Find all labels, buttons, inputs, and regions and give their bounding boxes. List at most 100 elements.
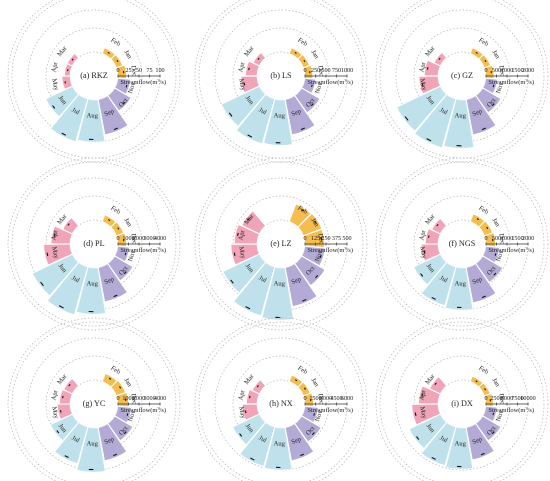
grid-ring (7, 0, 181, 163)
month-label: Sep (103, 108, 115, 119)
month-label: Nov (495, 81, 505, 95)
month-label: Dec (316, 65, 324, 77)
bar-aug (264, 426, 293, 471)
month-label: Jul (438, 435, 448, 445)
bar-jan (110, 380, 126, 396)
bar-nov (482, 246, 500, 263)
tick-label: 2000 (522, 67, 534, 74)
center-hole (70, 380, 118, 428)
error-tick (237, 232, 239, 237)
tick-label: 100 (155, 67, 164, 74)
grid-ring (379, 321, 545, 481)
tick-label: 25 (125, 67, 131, 74)
month-label: Nov (314, 409, 324, 423)
error-tick (228, 112, 233, 117)
error-tick (421, 393, 424, 397)
error-tick (300, 127, 305, 131)
grid-ring (375, 0, 549, 163)
bar-may (43, 243, 73, 266)
bar-oct (107, 87, 132, 112)
grid-ring (194, 157, 368, 331)
bar-dec (484, 64, 495, 79)
error-tick (67, 223, 70, 226)
error-tick (416, 436, 420, 440)
bar-jan (478, 220, 493, 236)
error-tick (244, 410, 247, 414)
error-tick (124, 252, 127, 256)
error-tick (58, 305, 64, 309)
tick-label: 0 (484, 395, 487, 402)
tick-label: 6000 (341, 395, 353, 402)
month-label: May (418, 406, 428, 420)
panel-title: (b) LS (270, 71, 292, 80)
month-label: Sep (290, 276, 302, 287)
bar-may (240, 75, 260, 93)
tick-label: 3000 (320, 395, 332, 402)
axis-label: Streamflow(m3/s) (307, 246, 353, 255)
month-label: Jun (425, 263, 437, 275)
error-tick (481, 127, 486, 131)
tick-label: 75 (146, 67, 152, 74)
polar-panel-4: FebJanDecNovOctSepAugJulJunMayAprMar(e) … (194, 157, 368, 331)
month-label: Mar (243, 45, 256, 59)
month-label: Mar (243, 373, 256, 387)
bar-jun (222, 253, 266, 294)
error-tick (304, 387, 307, 390)
tick-label: 2500 (490, 395, 502, 402)
tick-label: 5000 (501, 395, 513, 402)
month-label: May (50, 78, 60, 92)
bar-jun (408, 413, 447, 449)
error-tick (303, 59, 306, 63)
tick-label: 3000 (143, 235, 155, 242)
bar-feb (289, 203, 312, 228)
bar-sep (98, 263, 128, 302)
error-tick (481, 295, 486, 299)
month-label: Nov (314, 249, 324, 263)
bar-dec (116, 64, 127, 79)
tick-label: 2000 (133, 235, 145, 242)
error-tick (313, 413, 316, 416)
month-label: Aug (86, 440, 98, 448)
month-label: Feb (109, 37, 122, 49)
month-label: Sep (290, 108, 302, 119)
bar-may (418, 75, 441, 95)
bar-dec (303, 229, 325, 248)
polar-panel-8: FebJanDecNovOctSepAugJulJunMayAprMar(i) … (375, 317, 549, 481)
bar-jan (297, 381, 311, 396)
axis-label: Streamflow(m3/s) (120, 246, 166, 255)
bar-jan (110, 221, 124, 236)
bar-apr (64, 63, 73, 77)
error-tick (431, 296, 436, 300)
error-tick (315, 275, 319, 279)
month-label: Mar (56, 45, 69, 59)
error-tick (108, 377, 112, 380)
error-tick (311, 84, 313, 87)
bar-aug (445, 426, 473, 470)
month-label: Oct (118, 97, 130, 109)
month-label: Jan (309, 377, 320, 389)
bar-apr (246, 389, 260, 405)
axis-label: Streamflow(m3/s) (488, 78, 534, 87)
tick-label: 0 (116, 395, 119, 402)
bar-jan (478, 54, 491, 68)
error-tick (486, 226, 489, 230)
month-label: Nov (127, 249, 137, 263)
month-label: Dec (497, 65, 505, 77)
panel-title: (a) RKZ (80, 71, 108, 80)
month-label: Jan (309, 217, 320, 229)
error-tick (126, 413, 129, 416)
error-tick (123, 271, 127, 275)
month-label: Apr (237, 229, 246, 241)
bar-dec (303, 65, 313, 79)
month-label: Apr (50, 389, 59, 401)
tick-label: 1000 (501, 235, 513, 242)
month-label: Oct (118, 265, 130, 277)
month-label: Apr (237, 389, 246, 401)
tick-label: 125 (311, 235, 320, 242)
bar-sep (98, 95, 129, 136)
error-tick (493, 272, 497, 276)
month-label: Sep (103, 276, 115, 287)
error-tick (108, 219, 111, 222)
